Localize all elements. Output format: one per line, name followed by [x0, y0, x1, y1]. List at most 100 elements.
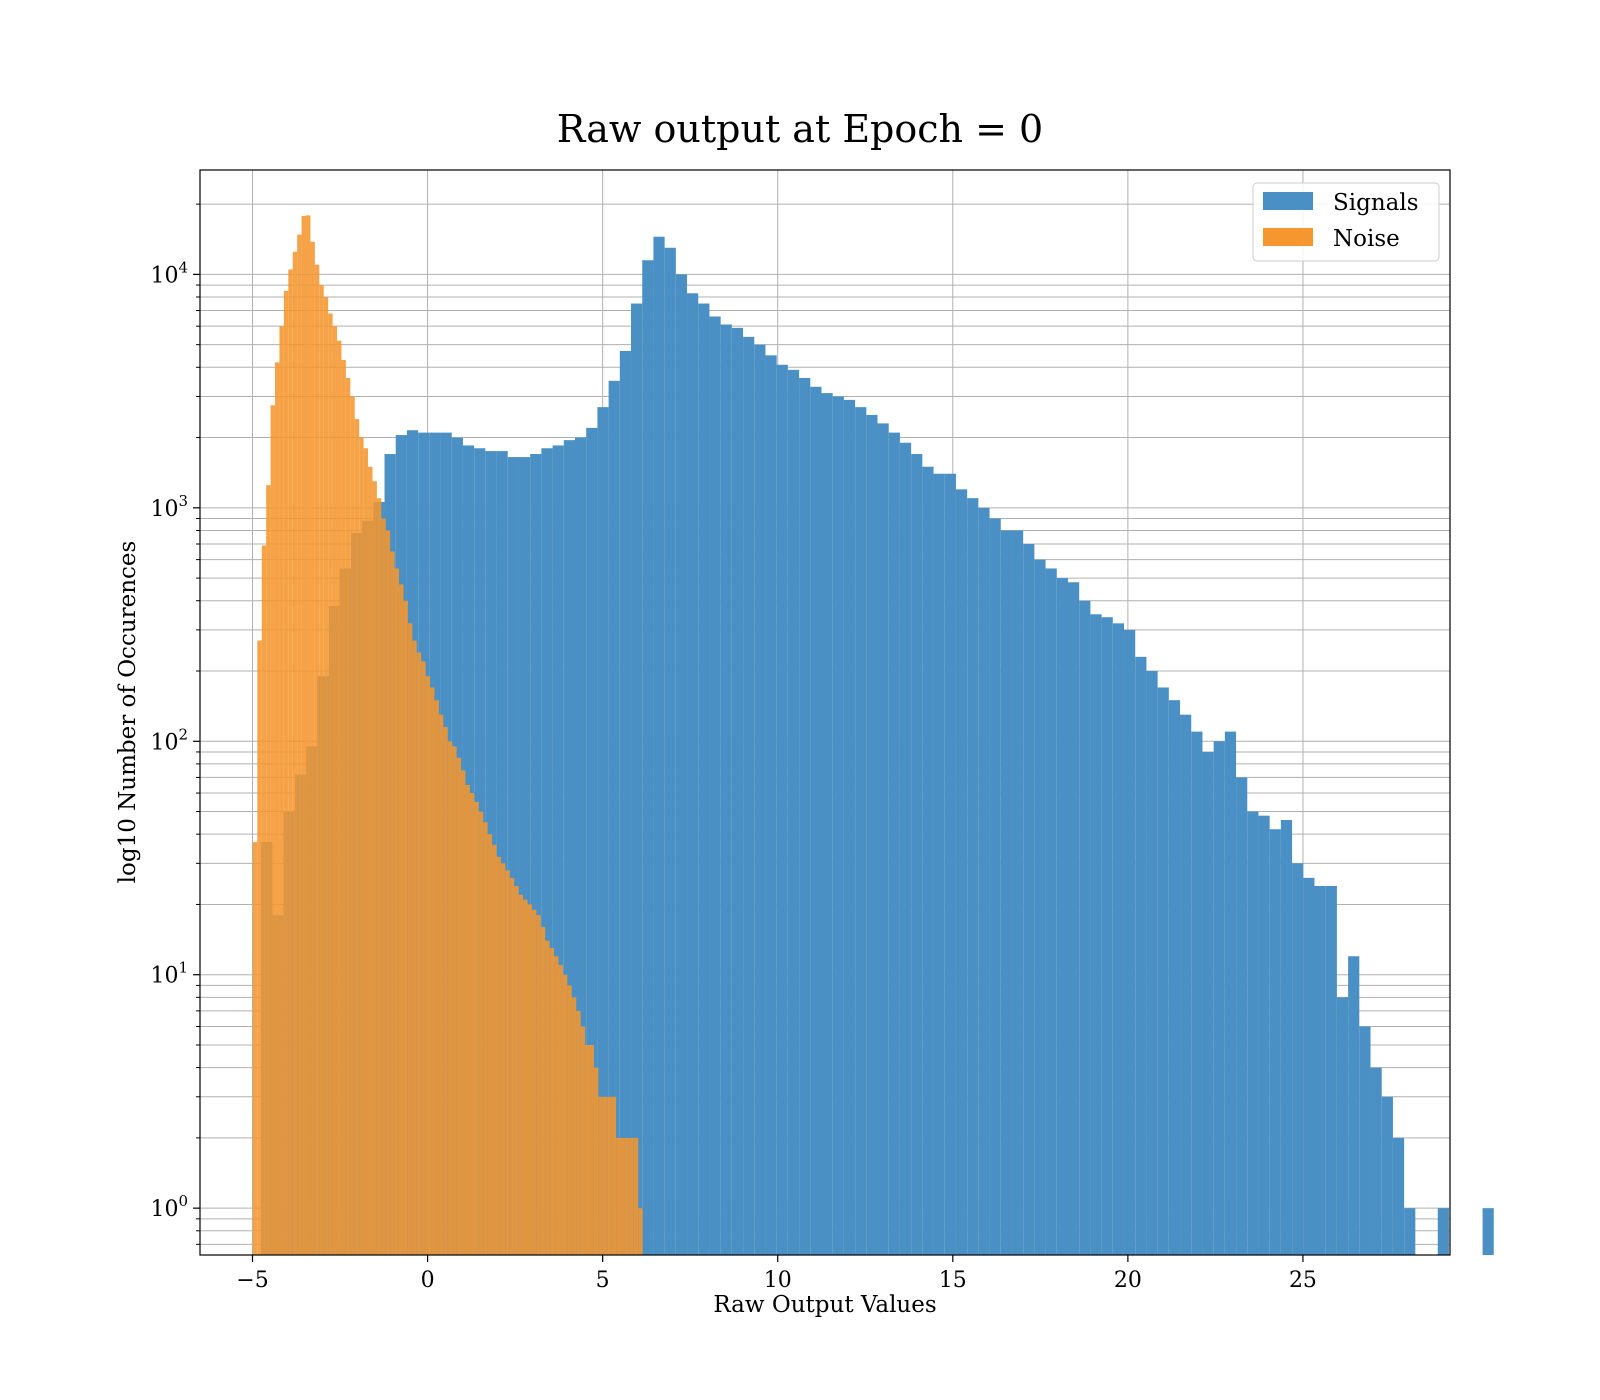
- signals-bar: [1303, 877, 1315, 1255]
- signals-bar: [810, 386, 822, 1255]
- signals-bar: [1336, 997, 1349, 1255]
- signals-bar: [1023, 543, 1035, 1255]
- x-tick-label: 5: [596, 1268, 610, 1293]
- noise-bar: [266, 485, 271, 1256]
- y-tick-label: 104: [150, 258, 188, 288]
- signals-bar: [687, 293, 699, 1255]
- signals-bar: [765, 355, 777, 1256]
- signals-bar: [1370, 1067, 1382, 1255]
- noise-bar: [523, 899, 528, 1255]
- signals-bar: [967, 498, 979, 1255]
- noise-bar: [381, 518, 386, 1255]
- signals-bar: [1079, 600, 1091, 1255]
- signals-bar: [944, 473, 956, 1256]
- noise-bar: [261, 545, 267, 1255]
- signals-bar: [888, 432, 900, 1255]
- signals-bar: [832, 396, 844, 1255]
- noise-bar: [571, 997, 577, 1255]
- signals-bar: [1280, 820, 1293, 1255]
- signals-bar: [1213, 741, 1225, 1255]
- signals-bar: [955, 489, 968, 1256]
- signals-bar: [675, 274, 688, 1255]
- signals-bar: [518, 457, 531, 1255]
- noise-bar: [456, 757, 462, 1255]
- signals-bar: [911, 454, 923, 1255]
- noise-bar: [593, 1067, 599, 1255]
- noise-bar: [341, 359, 346, 1255]
- signals-bar: [877, 423, 889, 1255]
- noise-bar: [394, 568, 400, 1255]
- signals-bar: [530, 454, 542, 1255]
- noise-bar: [496, 856, 501, 1255]
- signals-bar: [653, 236, 665, 1256]
- noise-bar: [252, 842, 258, 1255]
- signals-bar: [1392, 1137, 1405, 1255]
- noise-bar: [576, 1010, 581, 1255]
- signals-bar: [1236, 777, 1248, 1255]
- x-tick-label: 0: [421, 1268, 435, 1293]
- signals-bar: [631, 303, 643, 1255]
- noise-bar: [275, 362, 280, 1256]
- signals-bar: [1404, 1208, 1416, 1255]
- signals-bar: [1269, 829, 1281, 1255]
- x-axis-ticks: −5 0 5 10 15 20 25: [236, 1255, 1317, 1293]
- noise-bar: [638, 1208, 643, 1255]
- y-axis-ticks: 100 101 102 103 104: [150, 203, 200, 1245]
- noise-bar: [531, 909, 537, 1255]
- noise-bar: [633, 1137, 639, 1255]
- noise-bar: [337, 340, 342, 1255]
- signals-bar: [1437, 1208, 1449, 1255]
- signals-bar: [855, 407, 867, 1255]
- signals-bar: [1191, 731, 1203, 1255]
- signals-bar: [541, 448, 553, 1255]
- signals-bar: [496, 451, 508, 1256]
- signals-bar: [743, 336, 755, 1255]
- noise-bar: [562, 974, 568, 1255]
- noise-bar: [372, 481, 377, 1256]
- noise-bar: [509, 877, 515, 1255]
- noise-bar: [363, 448, 369, 1255]
- noise-bar: [314, 264, 320, 1256]
- signals-bar: [1325, 885, 1337, 1255]
- noise-bar: [616, 1137, 621, 1255]
- signals-bar: [922, 466, 934, 1256]
- signals-bar: [507, 457, 519, 1255]
- noise-bar: [527, 904, 532, 1255]
- noise-bar: [518, 894, 524, 1255]
- signals-bar: [978, 507, 990, 1256]
- signals-bar: [563, 440, 575, 1255]
- signals-bar: [1146, 671, 1158, 1255]
- signals-bar: [709, 316, 721, 1255]
- x-axis-label: Raw Output Values: [713, 1292, 936, 1318]
- signals-bar: [933, 473, 945, 1256]
- noise-bar: [514, 885, 519, 1255]
- legend: Signals Noise: [1252, 182, 1440, 262]
- signals-bar: [1314, 885, 1326, 1255]
- signals-bar: [664, 247, 676, 1256]
- signals-bar: [1090, 614, 1102, 1255]
- signals-bar: [1068, 582, 1080, 1255]
- noise-bar: [478, 811, 484, 1255]
- signals-bar: [1034, 559, 1046, 1255]
- noise-bar: [283, 290, 289, 1255]
- noise-bar: [359, 437, 364, 1255]
- noise-bar: [434, 700, 439, 1255]
- x-tick-label: 25: [1289, 1268, 1317, 1293]
- y-tick-label: 102: [150, 725, 188, 755]
- noise-bar: [487, 834, 493, 1255]
- signals-bar: [586, 427, 598, 1255]
- noise-bar: [310, 241, 315, 1256]
- noise-bar: [554, 956, 559, 1255]
- signals-bar: [1045, 568, 1057, 1255]
- signals-bar: [720, 324, 732, 1255]
- noise-bar: [319, 285, 324, 1255]
- x-tick-label: −5: [236, 1268, 268, 1293]
- y-tick-label: 100: [150, 1192, 188, 1222]
- noise-bar: [332, 326, 338, 1255]
- signals-bar: [799, 377, 811, 1256]
- noise-bar: [390, 551, 395, 1255]
- noise-bar: [540, 927, 546, 1255]
- signals-bar: [989, 518, 1001, 1255]
- noise-bar: [624, 1137, 630, 1255]
- noise-bar: [323, 297, 329, 1255]
